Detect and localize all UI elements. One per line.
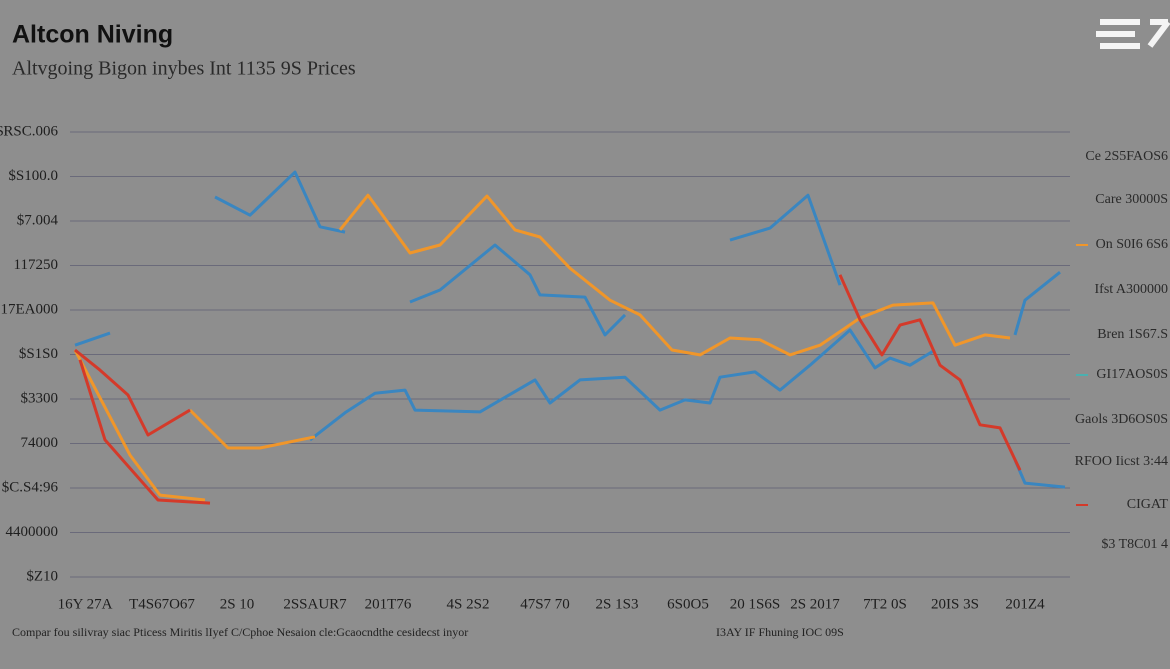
x-tick-label: 6S0O5 bbox=[667, 596, 709, 612]
right-label: Ce 2S5FAOS6 bbox=[1085, 149, 1168, 164]
chart-subtitle: Altvgoing Bigon inybes Int 1135 9S Price… bbox=[12, 58, 356, 80]
footer-source: I3AY IF Fhuning IOC 09S bbox=[716, 625, 844, 639]
y-tick-label: 74000 bbox=[21, 435, 59, 451]
series-line bbox=[73, 193, 1011, 502]
right-label: $3 T8C01 4 bbox=[1101, 537, 1168, 552]
x-tick-label: T4S67O67 bbox=[129, 596, 195, 612]
x-tick-label: 16Y 27A bbox=[58, 596, 113, 612]
x-tick-label: 2SSAUR7 bbox=[283, 596, 347, 612]
right-label: Gaols 3D6OS0S bbox=[1075, 412, 1168, 427]
right-label: RFOO Iicst 3:44 bbox=[1075, 454, 1168, 469]
y-tick-label: 17EA000 bbox=[1, 301, 59, 317]
y-tick-label: $7.004 bbox=[17, 212, 59, 228]
y-tick-label: $3300 bbox=[21, 390, 59, 406]
right-label: CIGAT bbox=[1127, 497, 1169, 512]
series-line bbox=[74, 170, 842, 347]
x-tick-label: 20IS 3S bbox=[931, 596, 979, 612]
x-tick-label: 7T2 0S bbox=[863, 596, 907, 612]
y-tick-label: $S1S0 bbox=[19, 346, 58, 362]
x-tick-label: 47S7 70 bbox=[520, 596, 570, 612]
x-tick-label: 2S 2017 bbox=[790, 596, 840, 612]
chart-title: Altcon Niving bbox=[12, 21, 173, 49]
right-label: On S0I6 6S6 bbox=[1096, 237, 1168, 252]
x-tick-label: 4S 2S2 bbox=[447, 596, 490, 612]
logo bbox=[1096, 19, 1170, 49]
x-tick-label: 2S 10 bbox=[220, 596, 255, 612]
right-label: GI17AOS0S bbox=[1096, 367, 1168, 382]
right-label: Ifst A300000 bbox=[1095, 282, 1169, 297]
right-label: Bren 1S67.S bbox=[1097, 327, 1168, 342]
x-tick-label: 201T76 bbox=[365, 596, 412, 612]
y-tick-label: 117250 bbox=[14, 257, 58, 273]
x-tick-label: 201Z4 bbox=[1005, 596, 1045, 612]
series-line bbox=[74, 274, 1022, 505]
y-tick-label: $Z10 bbox=[26, 568, 58, 584]
right-label: Care 30000S bbox=[1095, 192, 1168, 207]
y-tick-label: 4400000 bbox=[6, 524, 59, 540]
x-tick-label: 2S 1S3 bbox=[596, 596, 639, 612]
y-tick-label: $RSC.006 bbox=[0, 123, 58, 139]
y-tick-label: $S100.0 bbox=[8, 168, 58, 184]
footer-note: Compar fou silivray siac Pticess Miritis… bbox=[12, 625, 468, 639]
y-tick-label: $C.S4:96 bbox=[2, 479, 59, 495]
x-tick-label: 20 1S6S bbox=[730, 596, 780, 612]
